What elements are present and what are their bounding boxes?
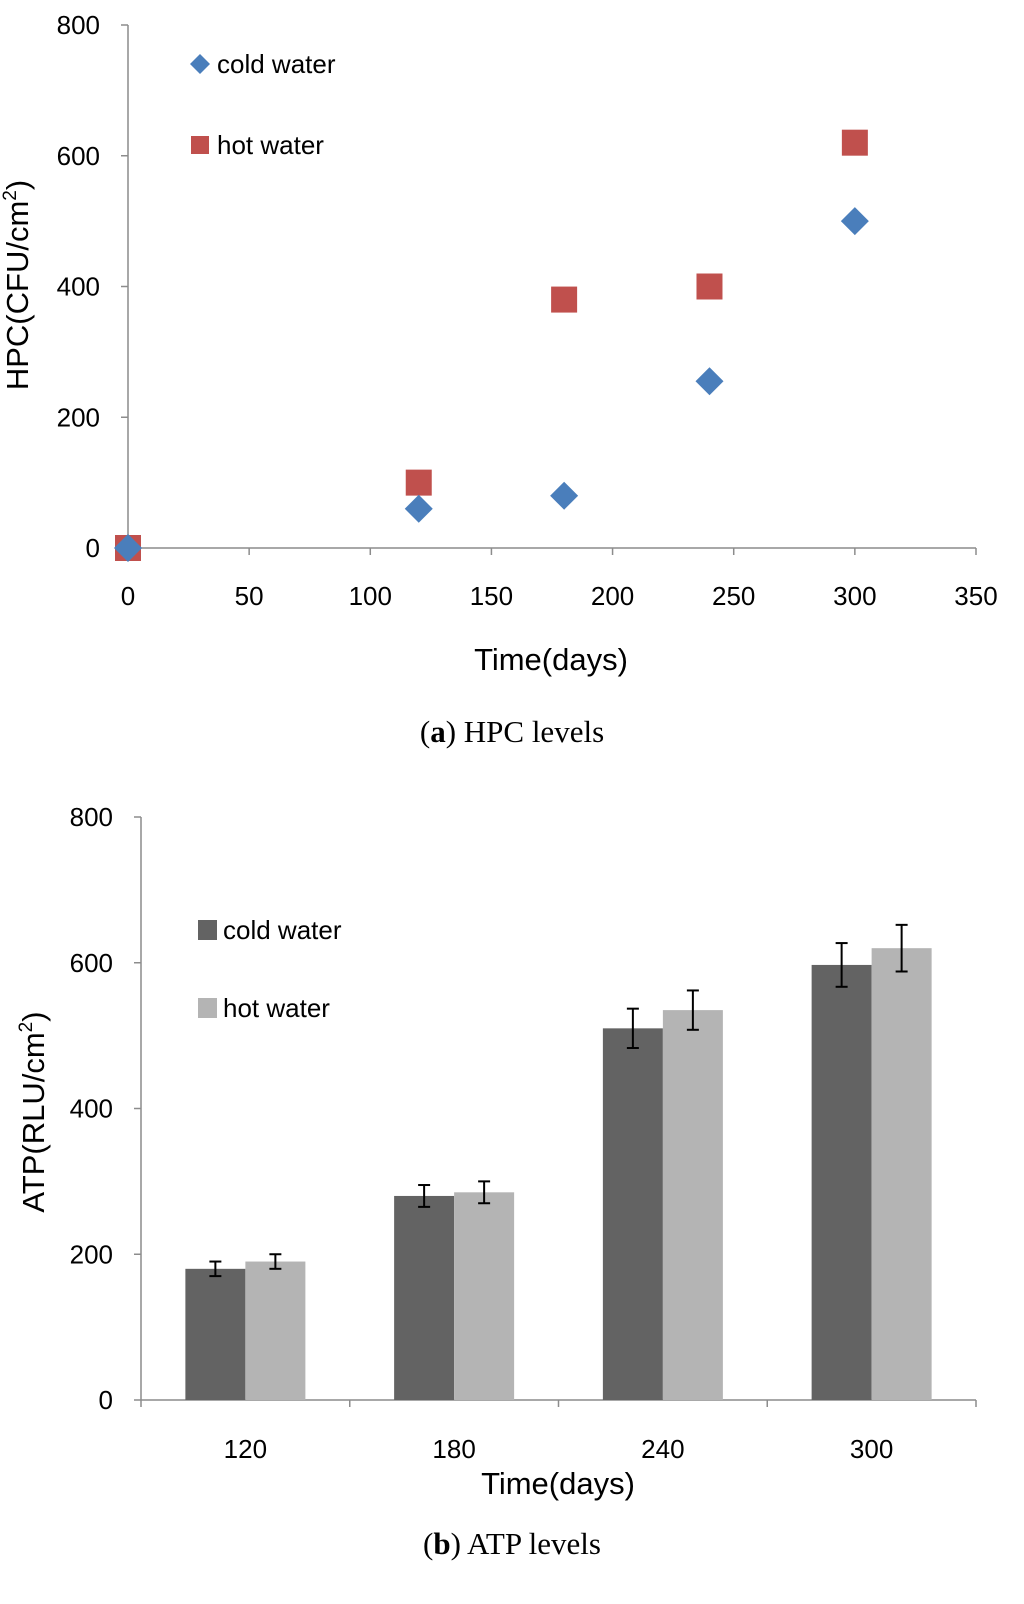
legend-swatch-hot-water bbox=[198, 998, 217, 1018]
hpc-y-axis-title: HPC(CFU/cm2) bbox=[0, 180, 35, 390]
atp-y-axis-title: ATP(RLU/cm2) bbox=[16, 1011, 51, 1212]
legend-label-cold-water: cold water bbox=[217, 49, 336, 79]
hpc-y-tick-label: 200 bbox=[57, 402, 100, 432]
atp-plot-area: 0 200 400 600 800 120 180 240 300 bbox=[70, 802, 977, 1464]
atp-bar-cold-water-240 bbox=[602, 1028, 663, 1400]
atp-bar-hot-water-300 bbox=[871, 948, 932, 1400]
atp-bar-hot-water-120 bbox=[245, 1261, 306, 1400]
hpc-x-axis-title: Time(days) bbox=[474, 642, 628, 677]
atp-y-tick-label: 400 bbox=[70, 1094, 113, 1124]
hpc-y-tick-label: 600 bbox=[57, 141, 100, 171]
hpc-cold-water-point bbox=[550, 481, 579, 510]
hpc-x-tick-label: 350 bbox=[954, 581, 997, 611]
atp-y-tick-label: 200 bbox=[70, 1239, 113, 1269]
hpc-x-tick-label: 100 bbox=[349, 581, 392, 611]
atp-x-tick-label: 240 bbox=[641, 1434, 684, 1464]
atp-bar-hot-water-240 bbox=[662, 1010, 723, 1400]
hpc-hot-water-point bbox=[696, 273, 723, 300]
hpc-hot-water-point bbox=[841, 129, 868, 156]
hpc-hot-water-point bbox=[551, 286, 578, 313]
hpc-y-tick-label: 0 bbox=[86, 533, 100, 563]
atp-bar-cold-water-120 bbox=[185, 1268, 246, 1400]
atp-y-tick-label: 0 bbox=[99, 1385, 113, 1415]
legend-swatch-cold-water bbox=[198, 920, 217, 940]
legend-label-cold-water: cold water bbox=[223, 915, 342, 945]
atp-x-tick-label: 300 bbox=[850, 1434, 893, 1464]
legend-label-hot-water: hot water bbox=[223, 993, 330, 1023]
hpc-caption: (a) HPC levels bbox=[420, 714, 604, 749]
atp-x-tick-label: 120 bbox=[224, 1434, 267, 1464]
hpc-cold-water-point bbox=[695, 367, 724, 396]
atp-caption: (b) ATP levels bbox=[423, 1526, 601, 1561]
hpc-hot-water-point bbox=[405, 469, 432, 496]
legend-label-hot-water: hot water bbox=[217, 130, 324, 160]
atp-y-tick-label: 800 bbox=[70, 802, 113, 832]
hpc-x-tick-label: 0 bbox=[121, 581, 135, 611]
hpc-x-tick-label: 50 bbox=[235, 581, 264, 611]
atp-y-tick-label: 600 bbox=[70, 948, 113, 978]
atp-chart: 0 200 400 600 800 120 180 240 300 cold water hot … bbox=[16, 802, 977, 1561]
hpc-y-tick-label: 400 bbox=[57, 272, 100, 302]
hpc-plot-area: 0 200 400 600 800 0 50 100 150 200 250 300 350 bbox=[57, 10, 998, 611]
hpc-cold-water-point bbox=[840, 207, 869, 236]
hpc-cold-water-point bbox=[404, 494, 433, 523]
hpc-cold-water-point bbox=[114, 534, 142, 562]
atp-x-tick-label: 180 bbox=[432, 1434, 475, 1464]
hpc-x-tick-label: 250 bbox=[712, 581, 755, 611]
hpc-legend: cold water hot water bbox=[190, 49, 336, 160]
atp-bar-cold-water-180 bbox=[394, 1195, 455, 1400]
legend-swatch-hot-water bbox=[191, 136, 209, 154]
atp-legend: cold water hot water bbox=[198, 915, 342, 1023]
hpc-x-tick-label: 300 bbox=[833, 581, 876, 611]
hpc-x-tick-label: 150 bbox=[470, 581, 513, 611]
atp-bar-hot-water-180 bbox=[454, 1192, 515, 1400]
legend-swatch-cold-water bbox=[190, 54, 210, 74]
hpc-chart: 0 200 400 600 800 0 50 100 150 200 250 300 350 cold … bbox=[0, 10, 998, 749]
hpc-x-tick-label: 200 bbox=[591, 581, 634, 611]
atp-x-axis-title: Time(days) bbox=[481, 1466, 635, 1501]
atp-bar-cold-water-300 bbox=[811, 964, 872, 1400]
hpc-y-tick-label: 800 bbox=[57, 10, 100, 40]
